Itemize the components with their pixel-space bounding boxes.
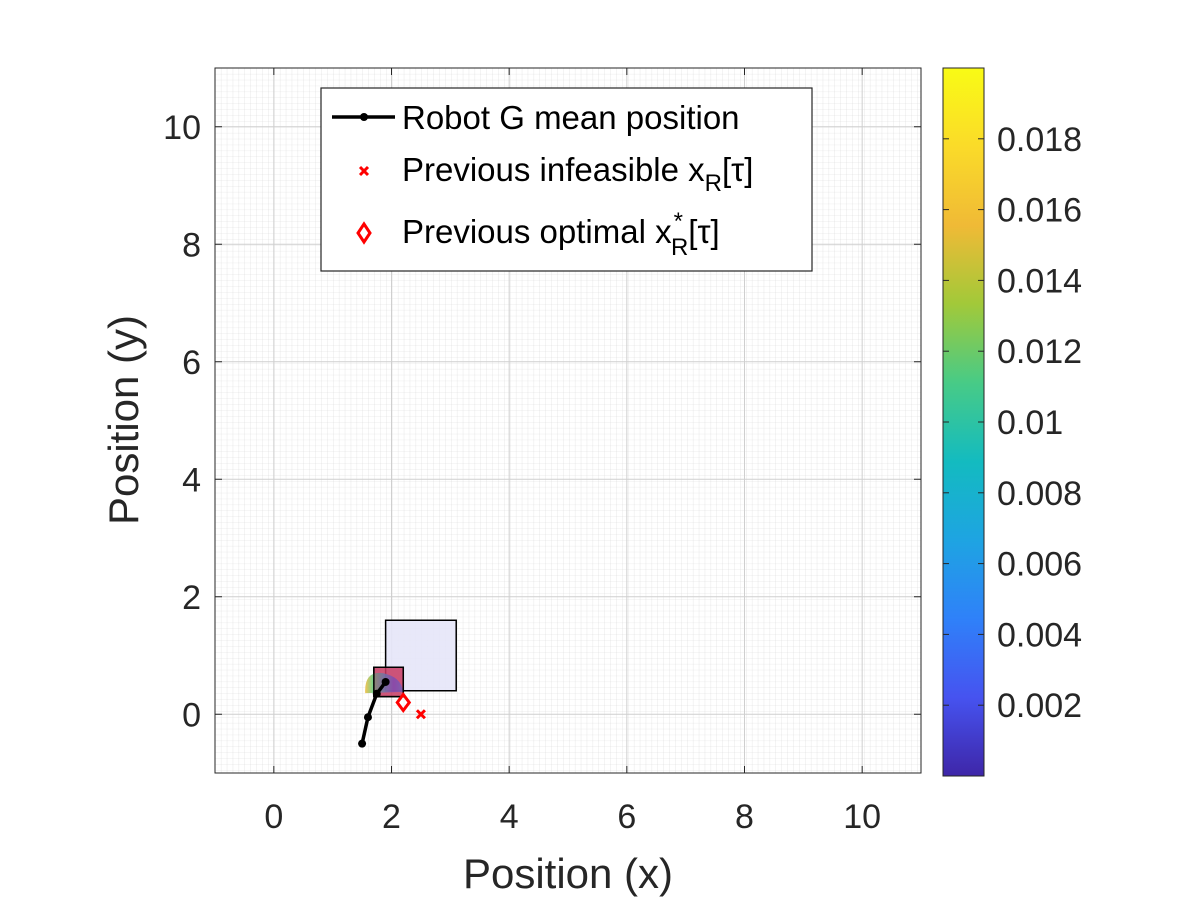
colorbar-tick-label: 0.008 — [997, 475, 1082, 513]
colorbar-tick-label: 0.004 — [997, 616, 1082, 654]
x-tick-label: 4 — [500, 798, 519, 836]
colorbar-ticks: 0.002 0.004 0.006 0.008 0.01 0.012 0.014 0.016 0… — [943, 121, 1082, 725]
x-marker-icon — [358, 165, 370, 177]
legend-label-infeasible: Previous infeasible xR[τ] — [402, 151, 753, 197]
x-axis-label: Position (x) — [463, 850, 673, 897]
legend-box — [320, 87, 813, 272]
legend-label-optimal: Previous optimal x* R[τ] — [402, 208, 720, 261]
y-tick-label: 4 — [182, 461, 201, 499]
plot-frame — [214, 67, 922, 774]
x-tick-label: 8 — [735, 798, 754, 836]
mean-position-line — [360, 680, 388, 745]
y-tick-label: 2 — [182, 579, 201, 617]
mean-position-point — [381, 677, 390, 686]
mean-position-point — [372, 689, 381, 698]
mean-position-point — [358, 739, 367, 748]
y-tick-label: 8 — [182, 226, 201, 264]
colorbar-gradient-bar — [942, 67, 985, 777]
legend-label-mean-position: Robot G mean position — [402, 99, 740, 136]
legend-entry-optimal: Previous optimal x* R[τ] — [356, 208, 720, 261]
legend-entry-infeasible: Previous infeasible xR[τ] — [358, 151, 753, 197]
optimal-point — [395, 692, 412, 713]
x-axis-ticks: 0 2 4 6 8 10 — [264, 68, 881, 836]
colorbar-tick-label: 0.016 — [997, 192, 1082, 230]
y-axis-ticks: 0 2 4 6 8 10 — [163, 109, 921, 734]
x-tick-label: 2 — [382, 798, 401, 836]
legend: Robot G mean position Previous infeasibl… — [320, 87, 813, 272]
colorbar-tick-label: 0.002 — [997, 687, 1082, 725]
legend-marker-icon — [360, 113, 368, 121]
y-axis-label: Position (y) — [100, 315, 147, 525]
y-tick-label: 0 — [182, 696, 201, 734]
legend-entry-mean-position: Robot G mean position — [332, 99, 740, 136]
mean-position-point — [363, 713, 372, 722]
x-tick-label: 0 — [264, 798, 283, 836]
colorbar: 0.002 0.004 0.006 0.008 0.01 0.012 0.014 0.016 0… — [942, 67, 1082, 777]
colorbar-tick-label: 0.006 — [997, 546, 1082, 584]
x-tick-label: 6 — [617, 798, 636, 836]
y-tick-label: 6 — [182, 344, 201, 382]
infeasible-point — [415, 709, 426, 720]
y-tick-label: 10 — [163, 109, 201, 147]
colorbar-tick-label: 0.018 — [997, 121, 1082, 159]
colorbar-tick-label: 0.01 — [997, 404, 1063, 442]
colorbar-tick-label: 0.014 — [997, 262, 1082, 300]
series-layer — [358, 677, 426, 748]
x-tick-label: 10 — [843, 798, 881, 836]
colorbar-tick-label: 0.012 — [997, 333, 1082, 371]
diamond-marker-icon — [356, 221, 372, 245]
